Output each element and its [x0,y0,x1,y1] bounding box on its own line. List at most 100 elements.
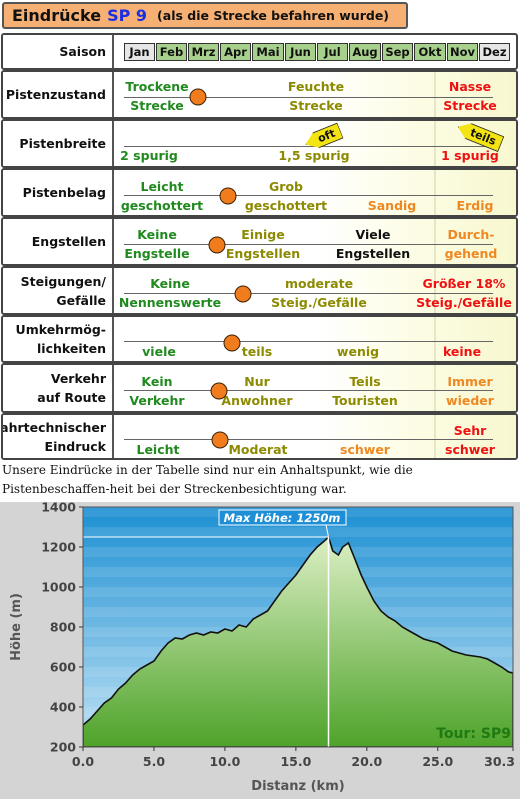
max-height-label: Max Höhe: 1250m [224,511,341,525]
month-dez: Dez [479,43,510,61]
row-engstellen: Engstellen Keine Engstelle Einige Engste… [1,217,518,266]
option-text: Sandig [367,198,417,213]
option-text: Verkehr [129,393,185,408]
option-text: wenig [336,344,380,359]
option-text: Anwohner [221,393,293,408]
max-height-pointer [325,524,330,538]
month-jul: Jul [317,43,348,61]
month-feb: Feb [156,43,187,61]
row-pistenzustand: Pistenzustand Trockene Strecke Feuchte S… [1,70,518,119]
row-label: Pistenbelag [3,170,114,215]
option-text: schwer [445,442,495,457]
y-tick-label: 400 [50,700,76,715]
elevation-profile-chart: Max Höhe: 1250m Tour: SP9 200 400 600 800 10… [0,502,520,799]
x-tick-label: 0.0 [72,754,94,769]
row-label: Umkehrmög-lichkeiten [3,317,114,361]
row-pistenbreite: Pistenbreite 2 spurig 1,5 spurig 1 spuri… [1,119,518,168]
y-tick-label: 1400 [41,502,76,515]
month-list: Jan Feb Mrz Apr Mai Jun Jul Aug Sep Okt Nov Dez [124,43,510,61]
month-jun: Jun [285,43,316,61]
row-label-line1: Umkehrmög- [15,322,106,337]
month-nov: Nov [447,43,478,61]
header-stage: SP 9 [107,6,148,25]
option-text: Leicht [140,179,184,194]
option-text: Größer 18% [422,276,506,291]
option-text: Engstellen [335,246,411,261]
option-text: keine [442,344,482,359]
month-aug: Aug [349,43,381,61]
option-text: Strecke [443,98,497,113]
row-verkehr: Verkehr auf Route Kein Verkehr Nur Anwohn… [1,363,518,413]
option-text: Nennenswerte [118,295,222,310]
option-text: Sehr [453,423,487,438]
option-text: Leicht [136,442,180,457]
row-pistenbelag: Pistenbelag Leicht geschottert Grob gesc… [1,168,518,217]
month-okt: Okt [414,43,446,61]
option-text: geschottert [244,198,328,213]
option-text: Einige [241,227,285,242]
option-text: Engstellen [225,246,301,261]
row-label-line2: Gefälle [56,292,106,308]
row-saison: Saison Jan Feb Mrz Apr Mai Jun Jul Aug Sep Okt Nov… [1,33,518,70]
row-label-line1: Steigungen/ [20,273,106,289]
y-tick-label: 1000 [41,580,76,595]
row-steigungen: Steigungen/Gefälle Keine Nennenswerte mo… [1,266,518,315]
x-tick-label: 25.0 [422,754,453,769]
option-text: Keine [137,227,177,242]
option-text: Moderat [228,442,288,457]
option-text: 1 spurig [441,148,499,163]
row-label: Engstellen [3,219,114,264]
option-text: Strecke [289,98,343,113]
option-text: Grob [269,179,303,194]
option-text: Steig./Gefälle [416,295,512,310]
row-label: Fahrtechnischer Eindruck [3,415,114,458]
option-text: Kein [141,374,173,389]
elevation-area [83,535,513,747]
rating-marker [219,187,237,205]
option-text: Touristen [332,393,398,408]
option-text: Trockene [125,79,189,94]
row-label: Pistenbreite [3,121,114,166]
option-text: moderate [284,276,354,291]
row-label-line2: lichkeiten [37,341,106,356]
x-tick-label: 20.0 [351,754,382,769]
option-text: Steig./Gefälle [271,295,367,310]
header-title: Eindrücke [12,6,102,25]
table-footnote: Unsere Eindrücke in der Tabelle sind nur… [2,463,413,496]
row-label-line1: Verkehr [50,371,106,386]
row-label-line2: auf Route [37,390,106,405]
month-apr: Apr [220,43,251,61]
rating-marker [189,88,207,106]
option-text: 2 spurig [120,148,178,163]
row-label: Saison [3,35,114,68]
y-axis-title: Höhe (m) [9,593,24,661]
max-height-label-box [218,509,347,526]
month-mai: Mai [252,43,284,61]
option-text: wieder [446,393,494,408]
month-mrz: Mrz [188,43,219,61]
rating-marker [208,236,226,254]
option-text: Teils [349,374,381,389]
rating-marker [234,285,252,303]
x-tick-label: 5.0 [143,754,165,769]
row-fahrtechnik: Fahrtechnischer Eindruck Leicht Moderat s… [1,413,518,460]
month-jan: Jan [124,43,155,61]
tour-badge: Tour: SP9 [436,726,511,742]
x-tick-label: 15.0 [280,754,311,769]
option-text: Strecke [130,98,184,113]
option-text: Durch- [447,227,495,242]
row-label: Pistenzustand [3,72,114,117]
row-umkehr: Umkehrmög-lichkeiten viele teils wenig k… [1,315,518,363]
y-tick-label: 600 [50,660,76,675]
option-text: Engstelle [124,246,190,261]
option-text: 1,5 spurig [278,148,350,163]
option-text: gehend [444,246,498,261]
option-text: schwer [340,442,390,457]
option-text: Immer [447,374,493,389]
option-text: Nur [244,374,270,389]
option-text: Feuchte [287,79,345,94]
option-text: Viele [355,227,391,242]
y-tick-label: 200 [50,740,76,755]
x-tick-label: 30.3 [484,754,515,769]
option-text: viele [142,344,176,359]
